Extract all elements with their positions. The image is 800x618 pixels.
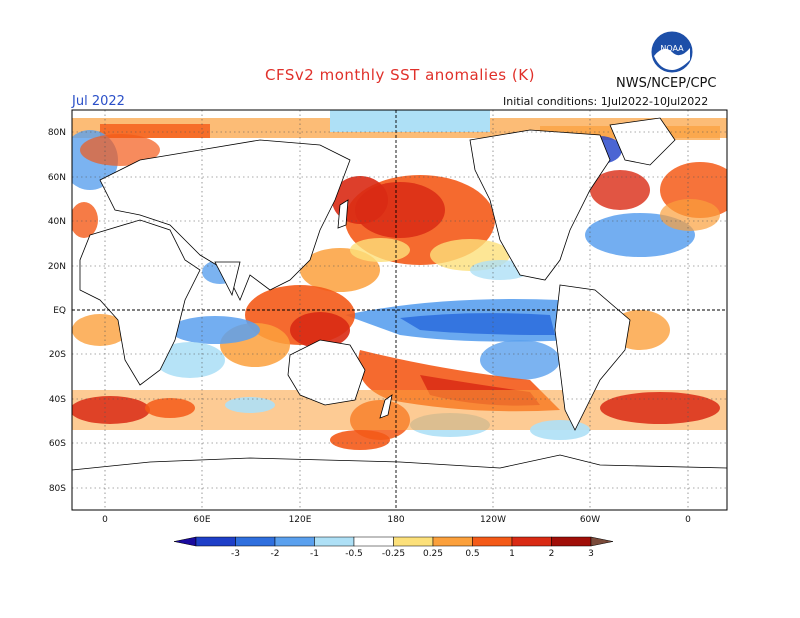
graticule [72, 110, 727, 510]
lon-label: 0 [102, 515, 108, 525]
lon-axis: 0 60E 120E 180 120W 60W 0 [102, 515, 691, 525]
colorbar-swatch [195, 536, 236, 547]
initial-conditions-label: Initial conditions: 1Jul2022-10Jul2022 [503, 95, 709, 108]
colorbar-swatch [472, 536, 513, 547]
colorbar-label: 2 [549, 549, 555, 559]
colorbar-swatch [432, 536, 473, 547]
lon-label: 120W [480, 515, 506, 525]
lon-label: 120E [289, 515, 312, 525]
colorbar-label: 3 [588, 549, 594, 559]
colorbar-label: -1 [310, 549, 319, 559]
lat-label: 40S [49, 395, 66, 405]
lon-label: 60W [580, 515, 600, 525]
colorbar-arrow-right [590, 536, 614, 547]
map-frame [71, 109, 728, 511]
lon-label: 0 [685, 515, 691, 525]
agency-label: NWS/NCEP/CPC [616, 76, 717, 91]
colorbar-swatch [353, 536, 394, 547]
lat-label: 20S [49, 350, 66, 360]
lat-label: 80N [48, 128, 66, 138]
colorbar-label: 0.5 [465, 549, 479, 559]
lat-label: 20N [48, 262, 66, 272]
lat-label: 60N [48, 173, 66, 183]
colorbar-label: -0.25 [382, 549, 405, 559]
colorbar-label: 0.25 [423, 549, 443, 559]
month-label: Jul 2022 [72, 94, 125, 109]
lon-label: 180 [387, 515, 404, 525]
colorbar-label: -0.5 [345, 549, 363, 559]
equator-dateline [72, 110, 727, 510]
colorbar-swatch [235, 536, 276, 547]
continents [72, 117, 727, 510]
lat-label: EQ [53, 306, 66, 316]
noaa-logo-text: NOAA [660, 44, 684, 53]
colorbar-swatch [393, 536, 434, 547]
colorbar-swatch [314, 536, 355, 547]
colorbar-swatch [274, 536, 315, 547]
lat-label: 40N [48, 217, 66, 227]
lon-label: 60E [193, 515, 210, 525]
colorbar-label: -3 [231, 549, 240, 559]
noaa-logo-icon: NOAA [650, 30, 694, 74]
lat-label: 80S [49, 484, 66, 494]
colorbar-arrow-left [173, 536, 197, 547]
colorbar-swatch [551, 536, 592, 547]
colorbar-label: 1 [509, 549, 515, 559]
lat-axis: 80N 60N 40N 20N EQ 20S 40S 60S 80S [48, 128, 66, 494]
lat-label: 60S [49, 439, 66, 449]
colorbar: -3 -2 -1 -0.5 -0.25 0.25 0.5 1 2 3 [173, 536, 614, 559]
chart-title: CFSv2 monthly SST anomalies (K) [265, 66, 535, 84]
colorbar-swatch [511, 536, 552, 547]
colorbar-label: -2 [271, 549, 280, 559]
